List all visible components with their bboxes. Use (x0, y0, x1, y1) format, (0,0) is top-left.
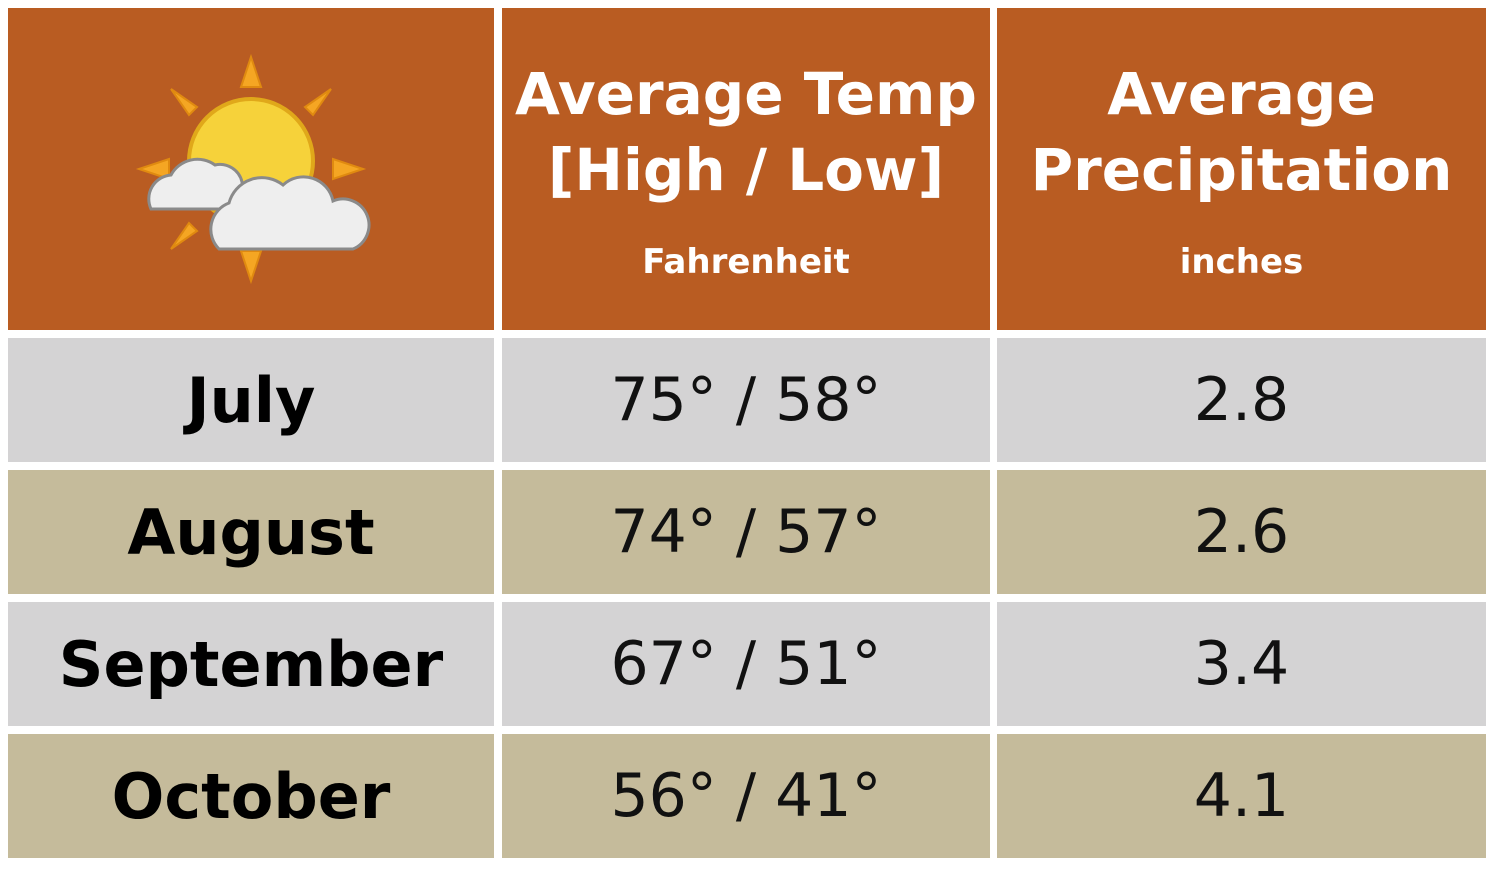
header-cell: Average Precipitation inches (997, 8, 1486, 330)
temp-cell: 56° / 41° (502, 734, 990, 858)
header-unit: Fahrenheit (642, 242, 850, 282)
temp-cell: 75° / 58° (502, 338, 990, 462)
month-cell: September (8, 602, 494, 726)
month-cell: July (8, 338, 494, 462)
header-unit: inches (1179, 242, 1304, 282)
month-cell: August (8, 470, 494, 594)
header-title: [High / Low] (547, 136, 945, 204)
temp-cell: 74° / 57° (502, 470, 990, 594)
header-cell: Average Temp [High / Low] Fahrenheit (502, 8, 990, 330)
precip-cell: 4.1 (997, 734, 1486, 858)
precip-cell: 2.8 (997, 338, 1486, 462)
weather-icon (135, 53, 371, 285)
icon-cell (8, 8, 494, 330)
header-title: Average (1107, 60, 1376, 128)
temp-cell: 67° / 51° (502, 602, 990, 726)
month-cell: October (8, 734, 494, 858)
precip-cell: 2.6 (997, 470, 1486, 594)
header-title: Precipitation (1030, 136, 1453, 204)
header-title: Average Temp (515, 60, 977, 128)
precip-cell: 3.4 (997, 602, 1486, 726)
